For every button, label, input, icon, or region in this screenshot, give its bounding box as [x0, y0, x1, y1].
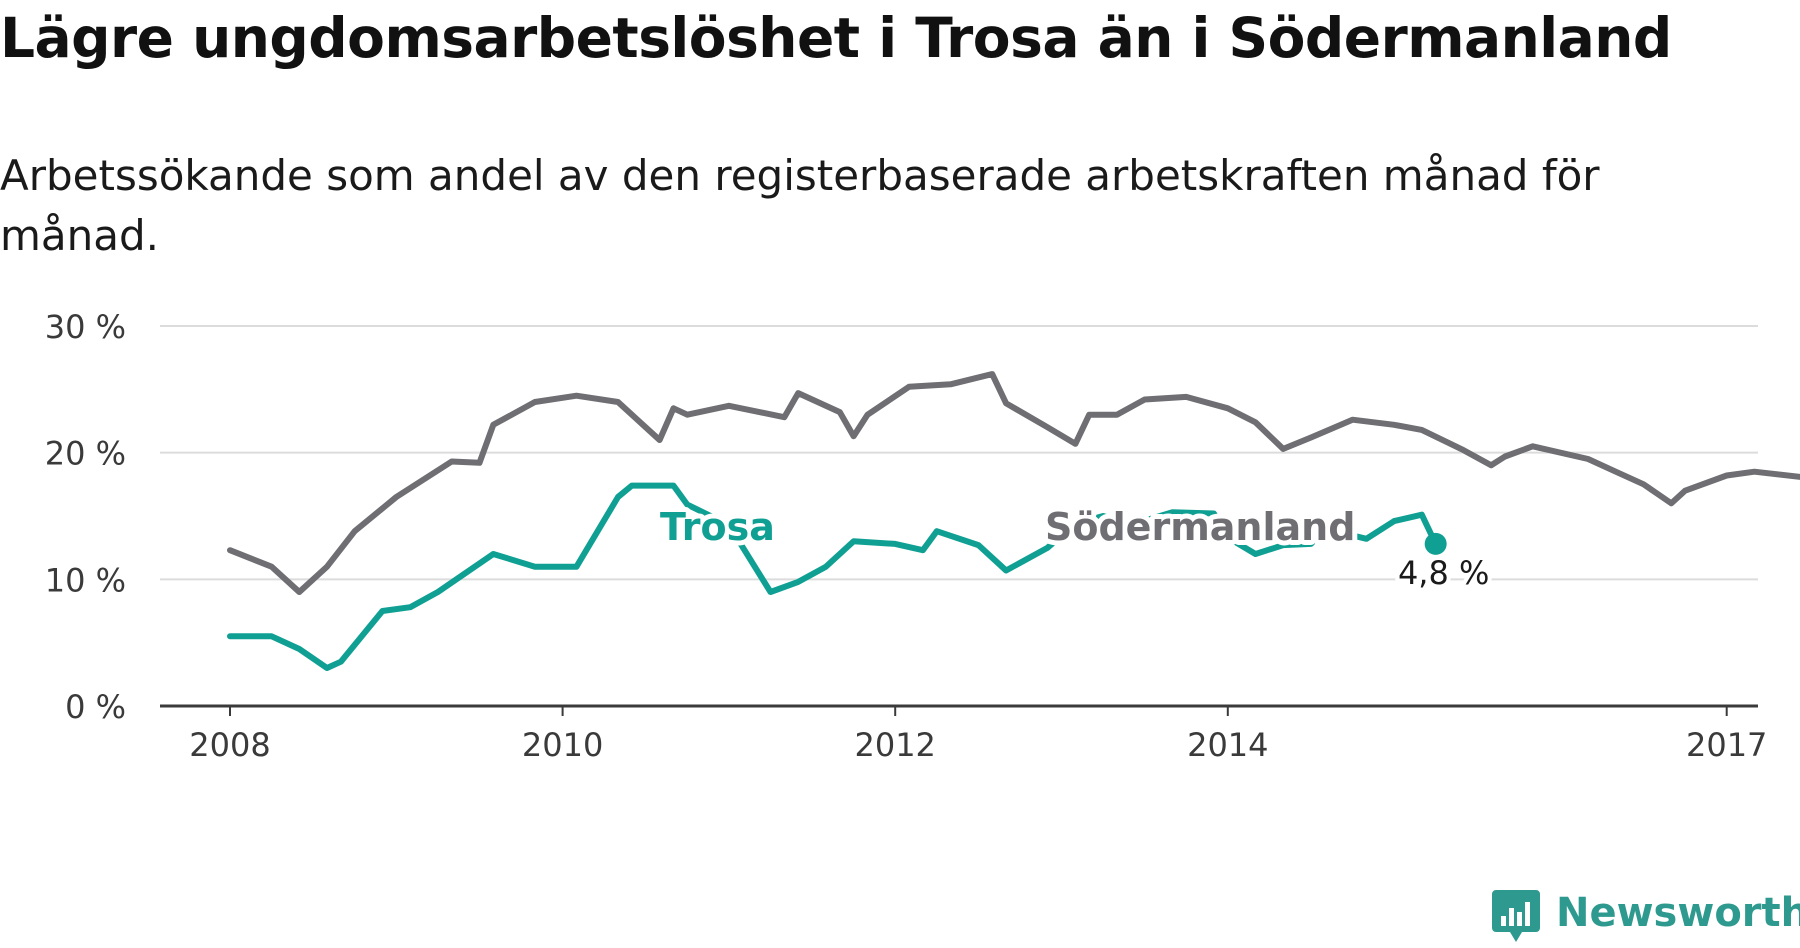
series-line-trosa [227, 482, 1439, 671]
series-labels: TrosaSödermanland10,6 %4,8 % [655, 500, 1493, 596]
x-tick-label: 2014 [1187, 726, 1268, 764]
grid-lines [160, 325, 1758, 581]
newsworthy-logo-icon [1492, 890, 1540, 942]
series-lines [227, 371, 1800, 671]
end-point-dot [1424, 532, 1447, 555]
chart-title: Lägre ungdomsarbetslöshet i Trosa än i S… [0, 6, 1672, 70]
y-tick-label: 30 % [45, 308, 126, 346]
x-tick-label: 2008 [189, 726, 270, 764]
end-value-label: 4,8 % [1398, 554, 1489, 592]
x-tick-label: 2010 [522, 726, 603, 764]
chart-subtitle: Arbetssökande som andel av den registerb… [0, 151, 1600, 260]
series-label-s-dermanland: Södermanland [1045, 505, 1355, 549]
y-tick-label: 10 % [45, 561, 126, 599]
newsworthy-logo[interactable]: Newsworthy [1492, 888, 1800, 944]
x-tick-label: 2012 [854, 726, 935, 764]
y-tick-label: 0 % [65, 688, 126, 726]
series-line-s-dermanland [227, 371, 1800, 595]
series-label-trosa: Trosa [660, 505, 775, 549]
y-tick-label: 20 % [45, 435, 126, 473]
axes: 0 %10 %20 %30 %2008201020122014201720192… [45, 308, 1768, 764]
x-tick-label: 2017 [1686, 726, 1767, 764]
newsworthy-logo-text: Newsworthy [1556, 890, 1800, 936]
